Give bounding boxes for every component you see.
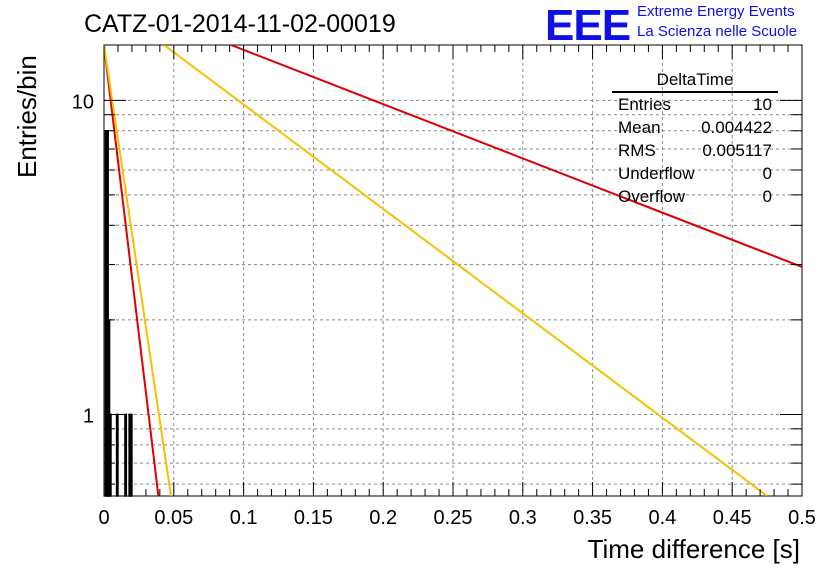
fit-line	[104, 45, 172, 496]
x-tick-label: 0.15	[294, 507, 333, 529]
logo-line-2: La Scienza nelle Scuole	[637, 23, 798, 40]
histogram-bin	[115, 413, 119, 497]
tick-labels: 0 0.05 0.1 0.15 0.2 0.25 0.3 0.35 0.4 0.45 0.5 1 10	[72, 91, 816, 529]
stats-row: Overflow 0	[612, 185, 778, 208]
x-tick-label: 0.05	[154, 507, 193, 529]
y-axis-title: Entries/bin	[12, 55, 42, 178]
x-tick-label: 0.3	[509, 507, 537, 529]
stats-title: DeltaTime	[612, 70, 778, 93]
stats-value: 10	[753, 95, 772, 114]
logo-line-1: Extreme Energy Events	[637, 3, 795, 20]
stats-row: Underflow 0	[612, 162, 778, 185]
stats-label: RMS	[618, 141, 656, 160]
stats-value: 0	[762, 164, 772, 183]
y-tick-label: 1	[83, 405, 94, 427]
stats-value: 0.005117	[702, 141, 772, 160]
y-tick-label: 10	[72, 91, 94, 113]
x-tick-label: 0	[98, 507, 109, 529]
fit-line	[163, 45, 768, 496]
histogram	[104, 130, 133, 497]
stats-row: Entries 10	[612, 93, 778, 116]
stats-row: RMS 0.005117	[612, 139, 778, 162]
x-tick-label: 0.5	[788, 507, 816, 529]
fit-line	[230, 45, 802, 268]
stats-value: 0	[762, 187, 772, 206]
stats-box: DeltaTime Entries 10 Mean 0.004422 RMS 0…	[612, 70, 778, 208]
axis-ticks	[103, 45, 803, 496]
stats-row: Mean 0.004422	[612, 116, 778, 139]
stats-label: Overflow	[618, 187, 686, 206]
chart-title: CATZ-01-2014-11-02-00019	[84, 10, 396, 38]
histogram-bin	[129, 413, 133, 497]
x-tick-label: 0.2	[369, 507, 397, 529]
x-tick-label: 0.1	[230, 507, 258, 529]
eee-logo: EEE	[545, 1, 631, 50]
stats-label: Underflow	[618, 164, 695, 183]
x-tick-label: 0.4	[648, 507, 676, 529]
x-axis-title: Time difference [s]	[587, 534, 800, 564]
stats-label: Mean	[618, 118, 661, 137]
x-tick-label: 0.25	[434, 507, 473, 529]
histogram-bin	[124, 413, 128, 497]
stats-label: Entries	[618, 95, 671, 114]
fit-line	[104, 45, 160, 496]
stats-value: 0.004422	[701, 118, 772, 137]
fit-lines	[104, 45, 802, 496]
x-tick-label: 0.45	[713, 507, 752, 529]
x-tick-label: 0.35	[573, 507, 612, 529]
